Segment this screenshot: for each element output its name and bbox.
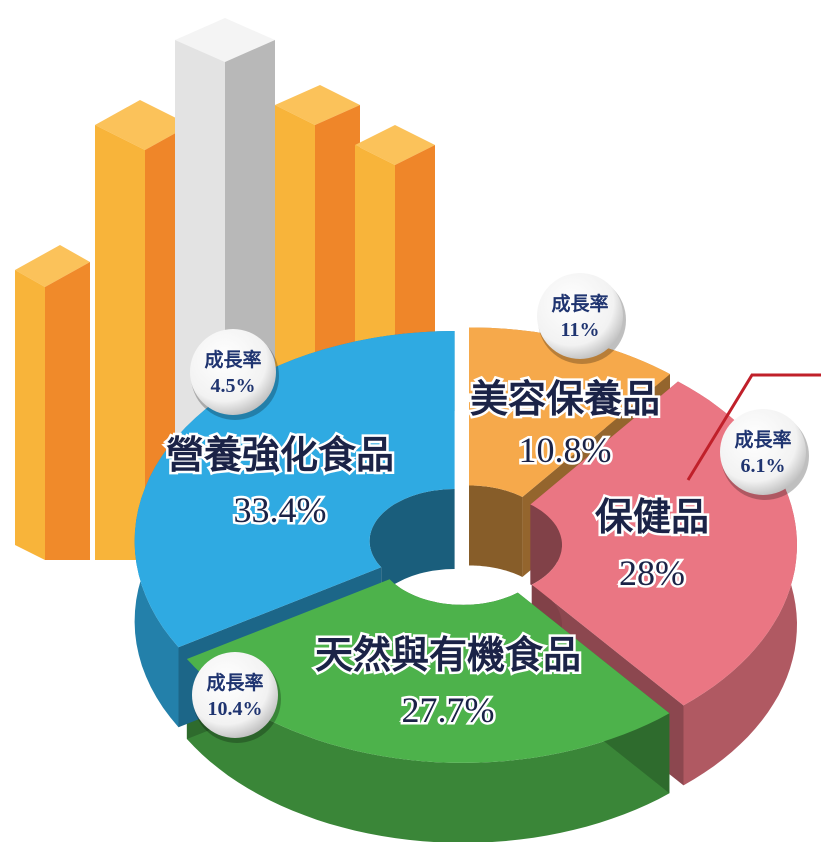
- badge: [190, 329, 276, 415]
- badge: [720, 409, 806, 495]
- growth-value: 6.1%: [741, 455, 786, 477]
- growth-value: 10.4%: [208, 698, 263, 720]
- growth-badge: 成長率 6.1%: [720, 409, 809, 500]
- growth-badge: 成長率 4.5%: [190, 329, 279, 420]
- value-label: 33.4%: [234, 490, 327, 530]
- pointer-line: [686, 373, 821, 481]
- growth-badge: 成長率 10.4%: [192, 652, 281, 743]
- growth-badge: 成長率 11%: [537, 273, 626, 364]
- slice-side: [186, 659, 670, 842]
- slice: [186, 579, 670, 763]
- category-label: 美容保養品: [470, 376, 660, 421]
- growth-title: 成長率: [206, 671, 263, 694]
- value-label: 27.7%: [402, 690, 495, 730]
- growth-value: 4.5%: [211, 375, 256, 397]
- growth-value: 11%: [561, 319, 600, 341]
- value-label: 10.8%: [519, 430, 612, 470]
- slice-inner: [369, 489, 455, 648]
- growth-title: 成長率: [204, 348, 261, 371]
- category-label: 營養強化食品: [166, 432, 394, 477]
- badge: [192, 652, 278, 738]
- growth-title: 成長率: [734, 428, 791, 451]
- slice-inner: [469, 485, 523, 577]
- category-label: 天然與有機食品: [315, 632, 581, 677]
- category-label: 保健品: [595, 494, 709, 539]
- slice: [469, 327, 670, 497]
- badge: [537, 273, 623, 359]
- labels: 美容保養品 10.8% 成長率 11% 保健品 28% 成長率 6.1% 天然與有機食品 27.7…: [163, 273, 809, 743]
- growth-title: 成長率: [551, 292, 608, 315]
- value-label: 28%: [619, 553, 685, 593]
